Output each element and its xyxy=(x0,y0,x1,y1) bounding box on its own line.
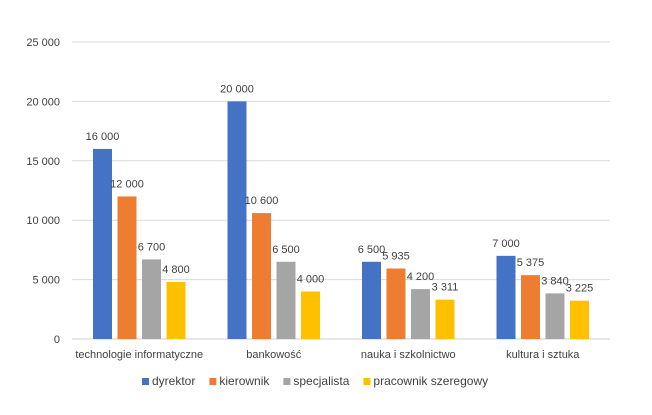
bar-kierownik xyxy=(521,275,540,339)
y-tick-label: 5 000 xyxy=(32,275,60,287)
bar-specjalista xyxy=(411,289,430,339)
data-label: 4 000 xyxy=(297,273,325,285)
data-label: 6 500 xyxy=(272,244,300,256)
y-tick-label: 20 000 xyxy=(26,96,60,108)
legend-item: pracownik szeregowy xyxy=(363,374,488,388)
y-tick-label: 25 000 xyxy=(26,37,60,49)
data-label: 3 840 xyxy=(541,275,569,287)
data-label: 6 500 xyxy=(358,244,386,256)
bar-dyrektor xyxy=(227,101,247,340)
category-label: bankowość xyxy=(246,349,302,361)
data-label: 16 000 xyxy=(86,131,120,143)
bar-kierownik xyxy=(252,213,271,339)
legend-swatch xyxy=(283,378,291,385)
data-label: 4 200 xyxy=(407,271,435,283)
category-label: technologie informatyczne xyxy=(75,349,203,361)
bar-specjalista xyxy=(545,293,565,339)
bar-pracownik-szeregowy xyxy=(435,299,455,339)
legend-swatch xyxy=(209,378,217,385)
bar-kierownik xyxy=(386,268,406,339)
y-axis-ticks: 0 5 000 10 000 15 000 20 000 25 000 xyxy=(26,37,60,346)
data-label: 5 935 xyxy=(382,250,410,262)
legend-label: kierownik xyxy=(219,374,270,388)
data-label: 7 000 xyxy=(492,238,520,250)
legend-swatch xyxy=(142,378,149,385)
y-tick-label: 10 000 xyxy=(26,215,60,227)
legend-label: pracownik szeregowy xyxy=(373,374,488,388)
bar-pracownik-szeregowy xyxy=(166,281,186,339)
data-label: 3 311 xyxy=(432,282,459,294)
bar-kierownik xyxy=(117,196,137,339)
legend-label: dyrektor xyxy=(152,374,195,388)
legend-swatch xyxy=(363,378,371,385)
legend-item: specjalista xyxy=(283,374,350,388)
bars xyxy=(93,101,589,340)
bar-specjalista xyxy=(142,259,161,339)
data-label: 10 600 xyxy=(245,195,279,207)
data-label: 5 375 xyxy=(517,257,545,269)
legend-item: kierownik xyxy=(209,374,270,388)
gridlines xyxy=(72,41,610,340)
data-label: 12 000 xyxy=(110,178,144,190)
bar-pracownik-szeregowy xyxy=(301,291,320,339)
data-labels: 16 000 12 000 6 700 4 800 20 000 10 600 6 500 4… xyxy=(86,83,594,294)
bar-pracownik-szeregowy xyxy=(570,300,589,339)
legend-label: specjalista xyxy=(293,374,349,388)
bar-dyrektor xyxy=(496,255,516,339)
data-label: 3 225 xyxy=(566,283,594,295)
legend: dyrektor kierownik specjalista pracownik sz… xyxy=(142,374,488,388)
legend-item: dyrektor xyxy=(142,374,195,388)
category-label: nauka i szkolnictwo xyxy=(361,349,456,361)
data-label: 4 800 xyxy=(162,264,190,276)
y-tick-label: 0 xyxy=(54,334,60,346)
bar-dyrektor xyxy=(93,148,112,339)
category-labels: technologie informatyczne bankowość nauka … xyxy=(75,349,580,361)
bar-specjalista xyxy=(276,261,296,339)
data-label: 20 000 xyxy=(220,83,254,95)
y-tick-label: 15 000 xyxy=(26,156,60,168)
bar-dyrektor xyxy=(362,261,381,339)
data-label: 6 700 xyxy=(138,241,166,253)
category-label: kultura i sztuka xyxy=(506,349,580,361)
